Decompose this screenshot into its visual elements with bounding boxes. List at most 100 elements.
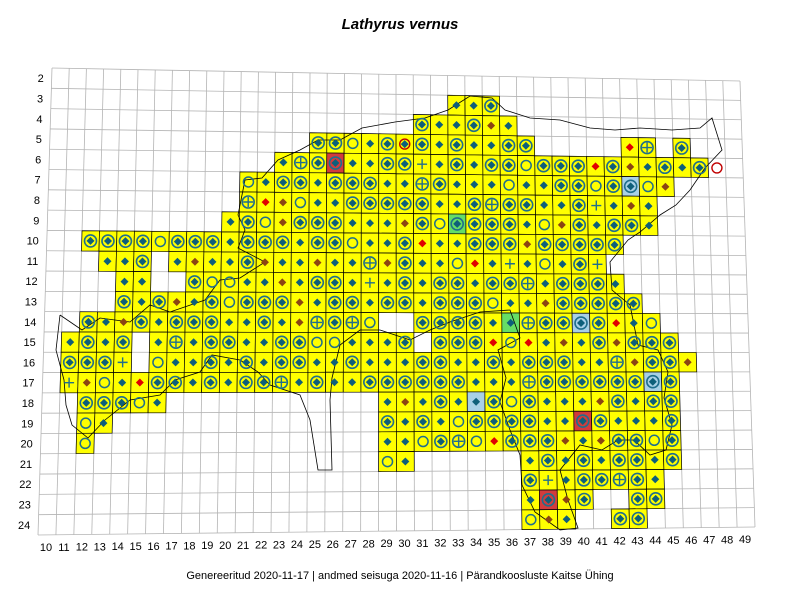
column-label: 22 bbox=[255, 540, 267, 552]
occurrence-circle bbox=[664, 394, 678, 408]
occurrence-circle bbox=[645, 317, 658, 329]
occurrence-circle bbox=[240, 295, 254, 310]
occurrence-diamond bbox=[695, 163, 704, 172]
occurrence-circle bbox=[434, 217, 446, 230]
column-label: 39 bbox=[560, 536, 572, 548]
occurrence-diamond bbox=[401, 358, 410, 367]
occurrence-cross bbox=[295, 157, 306, 168]
grid-cell bbox=[413, 431, 433, 452]
occurrence-diamond bbox=[435, 259, 444, 268]
occurrence-circle bbox=[627, 335, 642, 350]
occurrence-circle bbox=[205, 235, 220, 249]
occurrence-diamond bbox=[155, 297, 164, 306]
occurrence-diamond bbox=[207, 318, 216, 327]
occurrence-circle bbox=[240, 255, 255, 269]
occurrence-circle bbox=[505, 395, 518, 408]
occurrence-diamond bbox=[225, 258, 234, 267]
occurrence-circle bbox=[452, 415, 465, 428]
occurrence-diamond bbox=[629, 319, 638, 328]
occurrence-cross bbox=[347, 317, 358, 328]
occurrence-circle bbox=[590, 180, 602, 192]
occurrence-circle bbox=[468, 335, 483, 350]
occurrence-diamond bbox=[313, 298, 322, 307]
occurrence-circle bbox=[451, 375, 466, 389]
occurrence-diamond bbox=[82, 378, 91, 387]
footer-separator-1: | bbox=[312, 570, 315, 582]
occurrence-diamond bbox=[348, 358, 357, 367]
grid-cell bbox=[430, 213, 449, 235]
occurrence-cross bbox=[364, 257, 375, 268]
occurrence-diamond bbox=[578, 417, 587, 426]
occurrence-diamond bbox=[295, 258, 304, 267]
occurrence-diamond bbox=[578, 377, 587, 386]
occurrence-circle bbox=[97, 396, 111, 410]
row-label: 2 bbox=[38, 73, 44, 85]
occurrence-diamond bbox=[279, 158, 288, 167]
occurrence-circle bbox=[590, 237, 604, 252]
occurrence-circle bbox=[363, 176, 377, 191]
occurrence-diamond bbox=[612, 338, 621, 347]
occurrence-diamond bbox=[259, 378, 268, 387]
occurrence-diamond bbox=[261, 178, 270, 187]
occurrence-circle bbox=[203, 375, 218, 390]
occurrence-diamond bbox=[366, 199, 375, 208]
occurrence-circle bbox=[451, 257, 464, 270]
occurrence-diamond bbox=[472, 417, 481, 426]
occurrence-diamond bbox=[400, 278, 409, 287]
occurrence-circle bbox=[623, 179, 638, 194]
occurrence-circle bbox=[417, 435, 429, 448]
occurrence-circle bbox=[610, 374, 625, 389]
row-label: 13 bbox=[25, 297, 37, 309]
occurrence-diamond bbox=[594, 319, 603, 328]
occurrence-circle bbox=[415, 177, 429, 191]
grid-cell bbox=[517, 155, 536, 176]
occurrence-diamond bbox=[454, 358, 463, 367]
grid-cell bbox=[75, 432, 95, 454]
occurrence-diamond bbox=[383, 199, 392, 208]
occurrence-diamond bbox=[643, 163, 652, 172]
occurrence-diamond bbox=[348, 218, 357, 227]
occurrence-diamond bbox=[506, 279, 515, 288]
occurrence-diamond bbox=[487, 141, 496, 150]
occurrence-cross bbox=[364, 277, 375, 288]
occurrence-circle bbox=[573, 296, 588, 311]
occurrence-diamond bbox=[452, 121, 461, 130]
occurrence-diamond bbox=[313, 218, 322, 227]
occurrence-circle bbox=[555, 237, 569, 252]
occurrence-diamond bbox=[313, 278, 322, 287]
occurrence-diamond bbox=[173, 257, 182, 266]
occurrence-diamond bbox=[488, 239, 497, 248]
occurrence-circle bbox=[607, 218, 621, 233]
occurrence-cross bbox=[417, 178, 428, 189]
occurrence-circle bbox=[188, 234, 203, 249]
occurrence-circle bbox=[502, 197, 517, 212]
occurrence-diamond bbox=[171, 358, 180, 367]
occurrence-circle bbox=[451, 434, 466, 449]
row-label: 19 bbox=[21, 418, 33, 430]
occurrence-circle bbox=[658, 160, 672, 175]
occurrence-diamond bbox=[312, 378, 321, 387]
occurrence-circle bbox=[646, 394, 661, 409]
occurrence-diamond bbox=[348, 298, 357, 307]
occurrence-circle bbox=[648, 492, 663, 506]
occurrence-diamond bbox=[401, 338, 410, 347]
column-label: 29 bbox=[380, 538, 392, 550]
grid-cell bbox=[467, 430, 486, 452]
occurrence-diamond bbox=[471, 338, 480, 347]
grid-cell bbox=[499, 174, 519, 196]
occurrence-circle bbox=[449, 157, 464, 172]
occurrence-diamond bbox=[242, 358, 251, 367]
occurrence-diamond bbox=[400, 259, 409, 268]
occurrence-circle bbox=[310, 315, 324, 330]
occurrence-diamond bbox=[260, 338, 269, 347]
occurrence-circle bbox=[450, 276, 465, 291]
occurrence-diamond bbox=[650, 455, 659, 464]
occurrence-circle bbox=[504, 414, 519, 429]
occurrence-diamond bbox=[189, 318, 198, 327]
occurrence-diamond bbox=[401, 437, 410, 446]
occurrence-diamond bbox=[649, 416, 658, 425]
occurrence-diamond bbox=[436, 279, 445, 288]
occurrence-diamond bbox=[295, 378, 304, 387]
occurrence-diamond bbox=[417, 120, 426, 129]
occurrence-diamond bbox=[469, 141, 478, 150]
